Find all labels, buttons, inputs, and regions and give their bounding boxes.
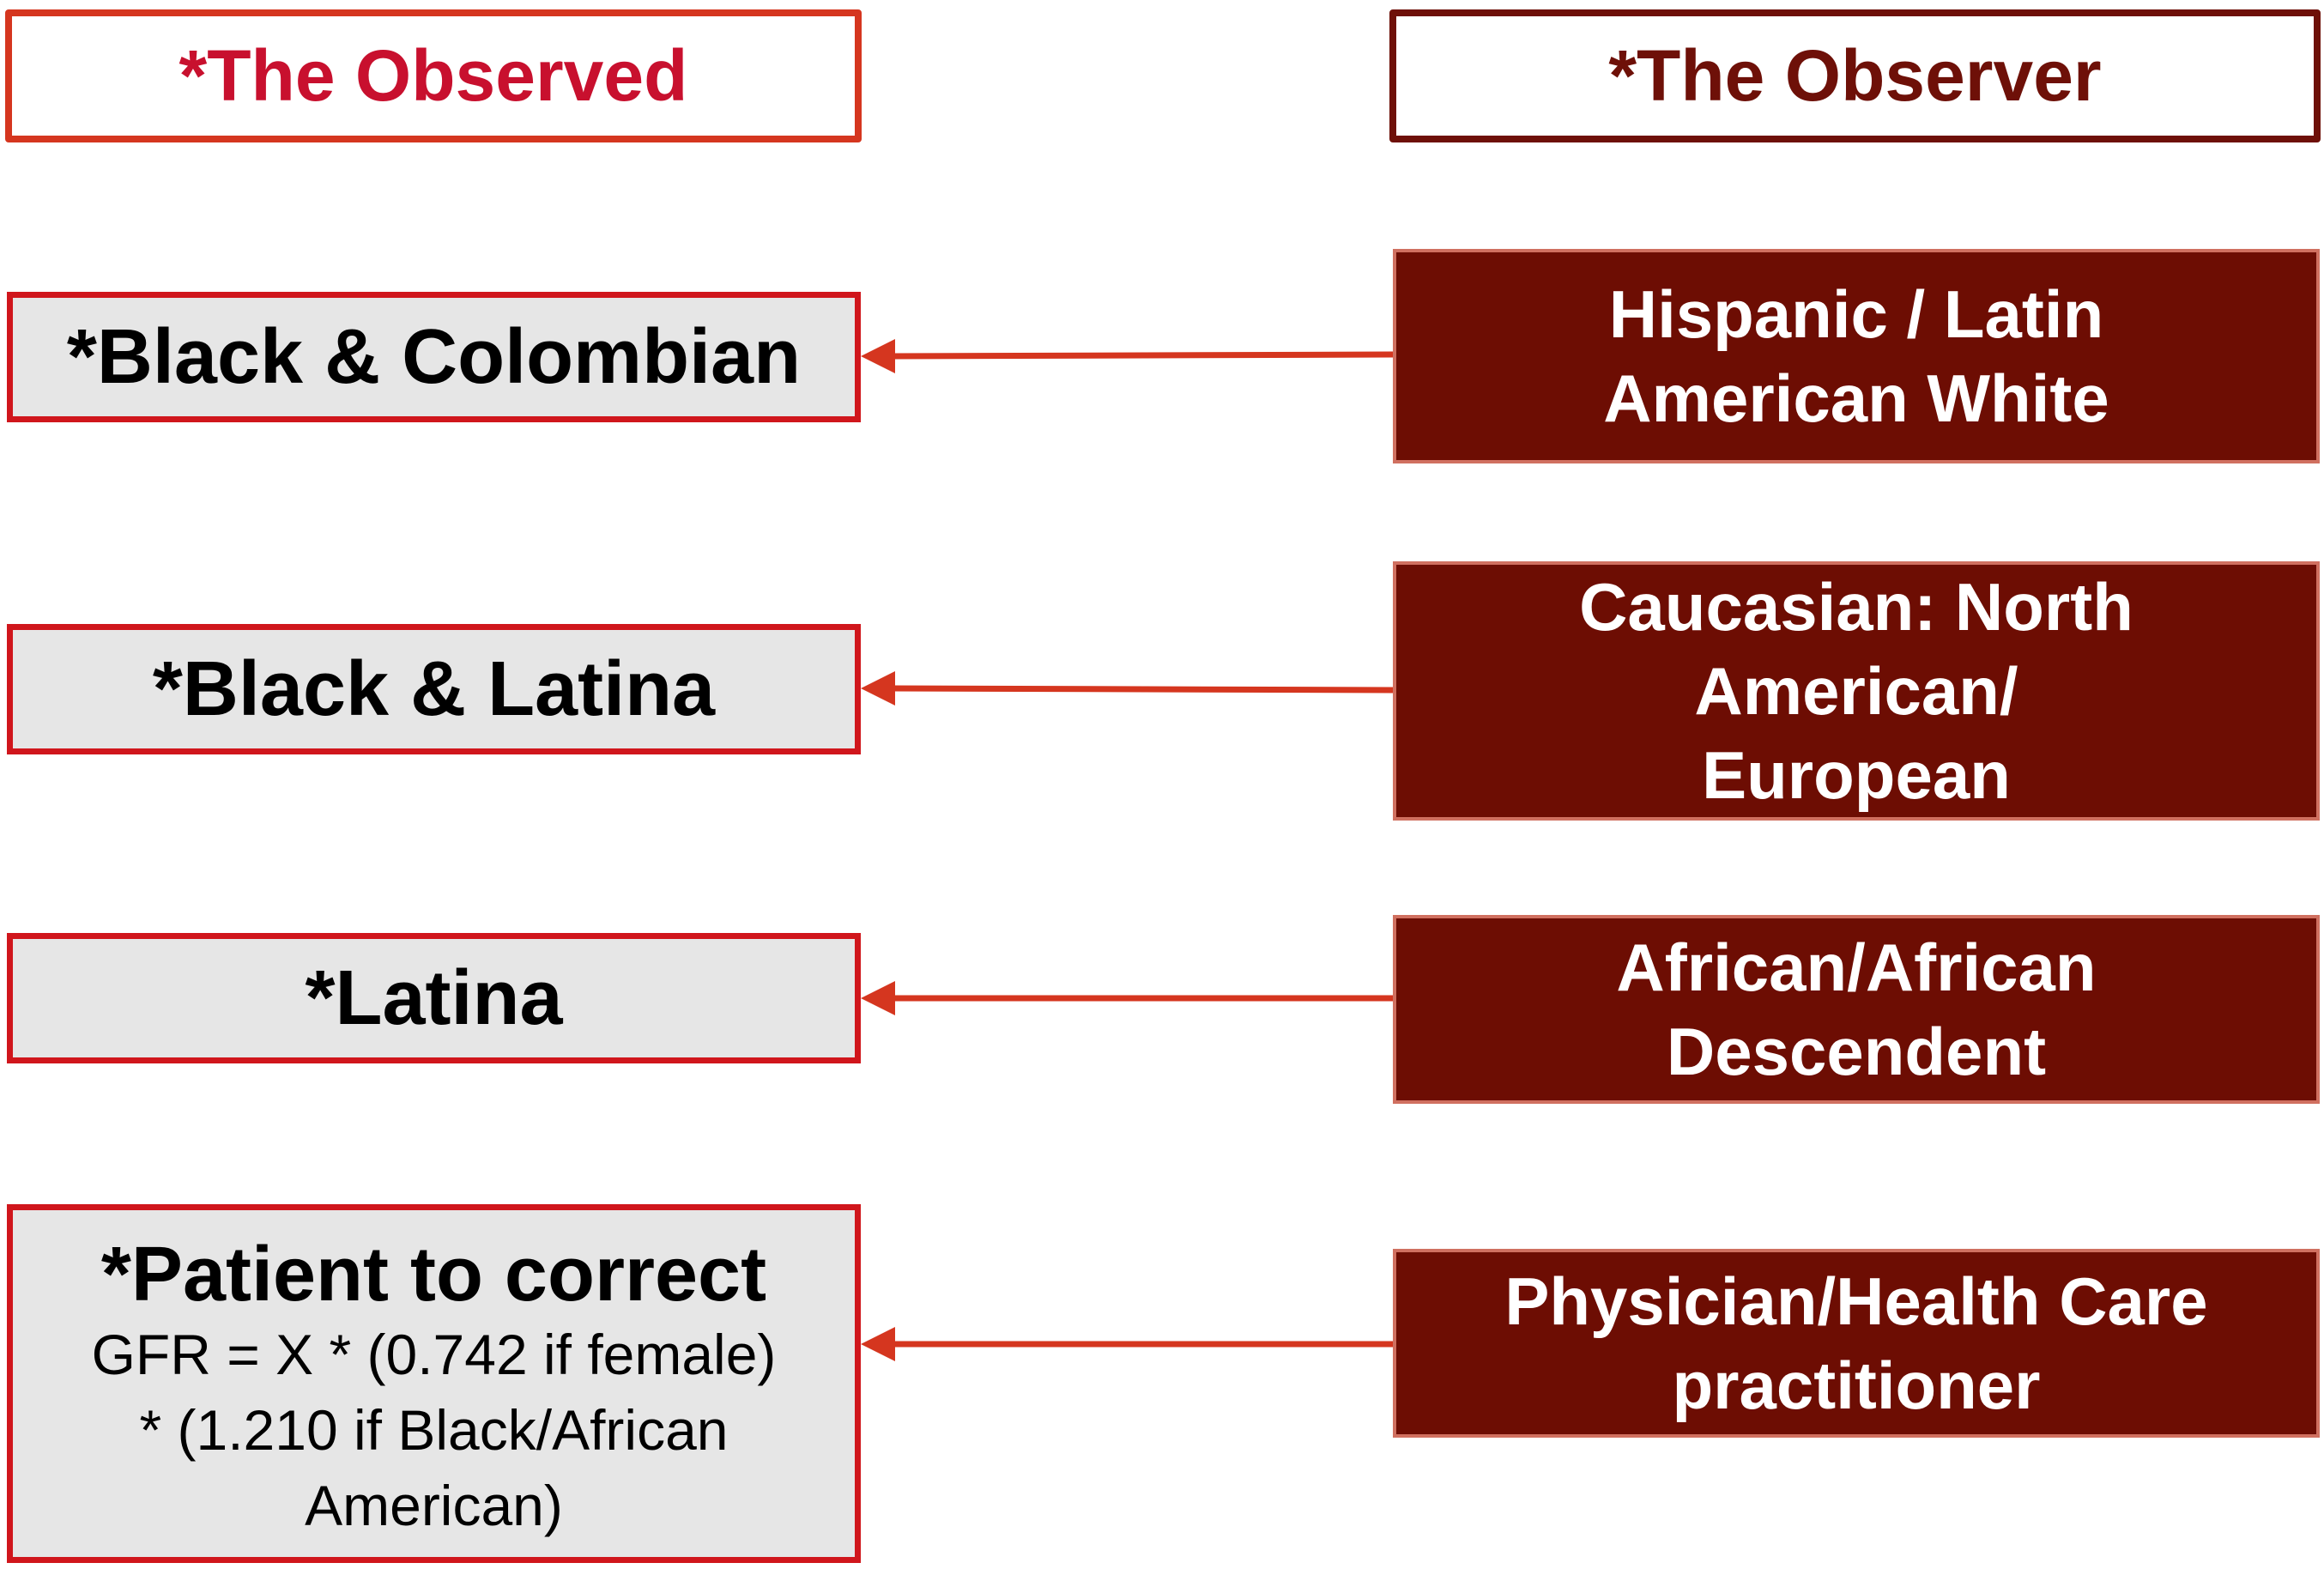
gfr-formula-line-3: American) [305, 1473, 563, 1537]
observer-box-1-line-1: Hispanic / Latin [1608, 276, 2104, 352]
observer-header: *The Observer [1389, 9, 2321, 142]
observer-box-1-line-2: American White [1603, 360, 2109, 436]
observer-box-1: Hispanic / Latin American White [1393, 249, 2320, 463]
observed-box-2: *Black & Latina [7, 624, 861, 754]
observed-box-1: *Black & Colombian [7, 292, 861, 422]
observed-box-4: *Patient to correct GFR = X * (0.742 if … [7, 1204, 861, 1563]
arrow-2-head [861, 671, 895, 706]
gfr-formula-line-2: * (1.210 if Black/African [139, 1397, 729, 1462]
observed-box-3: *Latina [7, 933, 861, 1063]
observer-box-3-line-2: Descendent [1666, 1014, 2047, 1089]
observer-box-2-line-3: European [1702, 737, 2011, 814]
arrow-4-head [861, 1327, 895, 1361]
observer-header-label: *The Observer [1608, 35, 2102, 116]
observer-box-2-line-2: American/ [1694, 652, 2018, 729]
observer-box-4-line-1: Physician/Health Care [1504, 1263, 2208, 1339]
observer-box-2-line-1: Caucasian: North [1579, 568, 2133, 645]
observer-box-3: African/African Descendent [1393, 915, 2320, 1104]
gfr-formula-line-1: GFR = X * (0.742 if female) [91, 1323, 777, 1386]
arrow-1 [892, 351, 1394, 360]
observer-box-2: Caucasian: North American/ European [1393, 561, 2320, 821]
arrow-2 [892, 685, 1394, 694]
observer-box-3-line-1: African/African [1616, 929, 2097, 1005]
observer-box-4: Physician/Health Care practitioner [1393, 1249, 2320, 1438]
observed-box-1-label: *Black & Colombian [66, 313, 802, 400]
observed-box-3-label: *Latina [305, 954, 563, 1041]
observed-header: *The Observed [5, 9, 862, 142]
observed-box-2-label: *Black & Latina [152, 645, 716, 732]
arrow-1-head [861, 339, 895, 373]
observer-box-4-line-2: practitioner [1672, 1348, 2041, 1423]
arrow-3-head [861, 981, 895, 1015]
observed-box-4-label: *Patient to correct [100, 1232, 767, 1318]
observed-header-label: *The Observed [179, 35, 688, 116]
